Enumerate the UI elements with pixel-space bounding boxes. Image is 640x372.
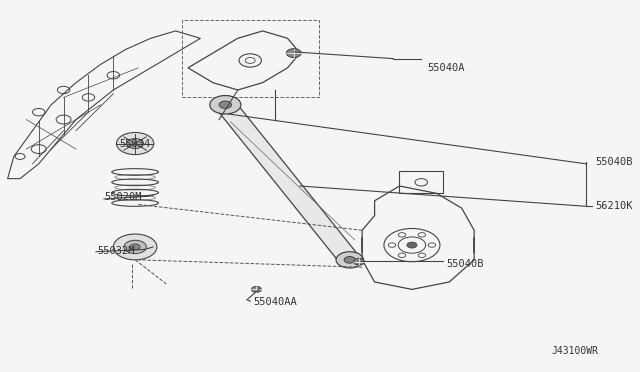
Circle shape [127, 138, 143, 148]
Circle shape [286, 49, 301, 58]
Circle shape [336, 252, 364, 268]
Text: 55040AA: 55040AA [253, 297, 297, 307]
Polygon shape [215, 102, 360, 263]
Circle shape [407, 242, 417, 248]
Text: 55040A: 55040A [428, 63, 465, 73]
Circle shape [210, 96, 241, 114]
Text: 55032M: 55032M [98, 246, 135, 256]
Circle shape [344, 257, 355, 263]
Circle shape [113, 234, 157, 260]
Circle shape [252, 286, 261, 292]
Text: 55034: 55034 [120, 138, 151, 148]
Circle shape [130, 244, 140, 250]
Circle shape [219, 101, 232, 109]
Text: 55020M: 55020M [104, 192, 141, 202]
Circle shape [116, 132, 154, 155]
Text: 55040B: 55040B [446, 259, 484, 269]
Text: 55040B: 55040B [595, 157, 633, 167]
Circle shape [353, 259, 365, 265]
Text: J43100WR: J43100WR [552, 346, 598, 356]
Circle shape [124, 240, 147, 254]
Text: 56210K: 56210K [595, 201, 633, 211]
